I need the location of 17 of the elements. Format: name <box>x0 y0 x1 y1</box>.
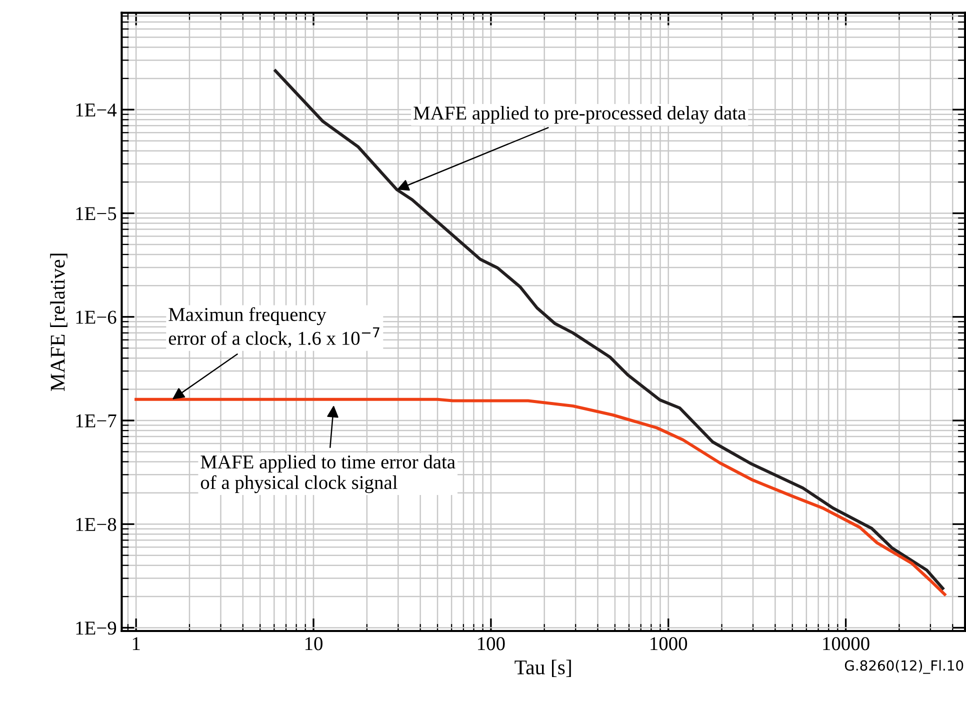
y-tick-label: 1E−7 <box>76 414 116 428</box>
annotation: MAFE applied to pre-processed delay data <box>414 106 746 124</box>
annotation: Maximun frequency error of a clock, 1.6 x 10$^{−7}$ <box>168 307 380 348</box>
y-tick-label: 1E−6 <box>76 310 116 324</box>
y-axis-title: MAFE [relative] <box>50 254 68 392</box>
y-tick-label: 1E−8 <box>76 518 116 532</box>
x-tick-label: 1000 <box>650 637 688 650</box>
text: G.8260(12)_Fl.10 <box>844 660 964 674</box>
y-tick-label: 1E−9 <box>76 622 116 635</box>
annotation: MAFE applied to time error data of a physical clock signal <box>200 454 456 494</box>
x-tick-label: 10000 <box>823 637 870 650</box>
y-tick-label: 1E−4 <box>76 104 117 116</box>
x-tick-label: 100 <box>478 637 505 650</box>
x-tick-label: 10 <box>305 637 322 650</box>
y-tick-label: 1E−5 <box>76 207 116 220</box>
x-tick-label: 1 <box>132 637 140 650</box>
x-axis-title: Tau [s] <box>514 660 571 677</box>
